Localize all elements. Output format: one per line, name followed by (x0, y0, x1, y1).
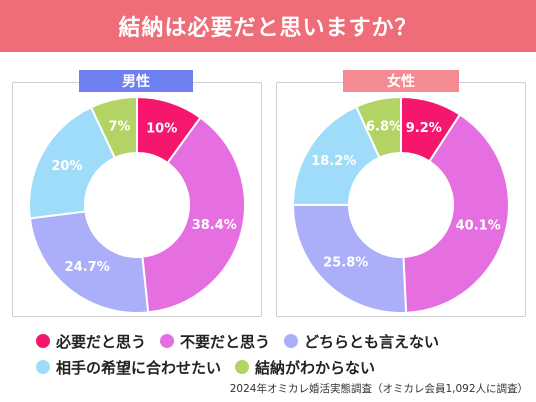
legend-dot-icon (235, 360, 250, 374)
legend-label: 結納がわからない (255, 358, 376, 377)
slice-label-unknown: 6.8% (366, 119, 402, 134)
female-donut-chart: 9.2% 40.1% 25.8% 18.2% 6.8% (291, 96, 510, 314)
slice-unnecessary (402, 113, 510, 314)
slice-unknown (89, 96, 138, 160)
legend-dot-icon (284, 334, 299, 348)
slice-label-necessary: 9.2% (406, 121, 442, 136)
male-donut-chart: 10% 38.4% 24.7% 20% 7% (28, 96, 246, 314)
legend-item-unknown: 結納がわからない (235, 357, 375, 378)
slice-label-unnecessary: 38.4% (192, 218, 237, 233)
legend-dot-icon (160, 334, 175, 348)
female-panel-label: 女性 (343, 70, 459, 92)
slice-label-partner-wish: 18.2% (311, 154, 356, 169)
legend-item-partner-wish: 相手の希望に合わせたい (36, 357, 221, 378)
male-panel-label: 男性 (79, 70, 193, 92)
slice-label-necessary: 10% (146, 121, 177, 136)
slice-label-unknown: 7% (109, 119, 131, 134)
slice-label-neither: 24.7% (65, 260, 110, 275)
legend-label: 不要だと思う (180, 332, 271, 351)
slice-neither (291, 203, 408, 314)
slice-unnecessary (141, 116, 246, 314)
legend-label: 必要だと思う (56, 332, 147, 351)
legend-item-unnecessary: 不要だと思う (160, 331, 270, 352)
legend-label: 相手の希望に合わせたい (56, 358, 222, 377)
title-banner: 結納は必要だと思いますか？ (0, 0, 536, 52)
chart-title: 結納は必要だと思いますか？ (118, 16, 418, 41)
legend-row: 必要だと思う 不要だと思う どちらとも言えない (36, 328, 506, 354)
legend-item-necessary: 必要だと思う (36, 331, 146, 352)
legend-row: 相手の希望に合わせたい 結納がわからない (36, 354, 506, 380)
slice-label-unnecessary: 40.1% (456, 218, 501, 233)
slice-unknown (354, 96, 402, 159)
slice-partner-wish (28, 105, 117, 220)
slice-label-partner-wish: 20% (51, 159, 82, 174)
source-note: 2024年オミカレ婚活実態調査（オミカレ会員1,092人に調査） (229, 383, 528, 395)
slice-partner-wish (291, 105, 381, 206)
slice-neither (28, 210, 150, 314)
legend-label: どちらとも言えない (304, 332, 440, 351)
legend-item-neither: どちらとも言えない (284, 331, 439, 352)
legend-dot-icon (36, 360, 50, 374)
legend-dot-icon (36, 334, 50, 348)
slice-label-neither: 25.8% (323, 255, 368, 270)
legend: 必要だと思う 不要だと思う どちらとも言えない 相手の希望に合わせたい 結納がわ… (36, 328, 506, 380)
